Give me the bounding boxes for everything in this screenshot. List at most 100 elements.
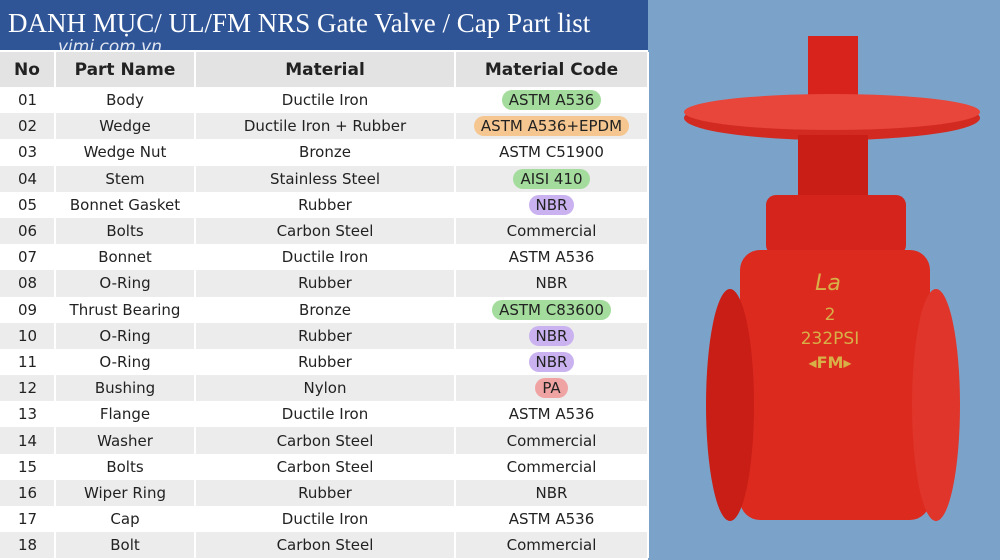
cell: 04 <box>0 165 56 192</box>
code-highlight: NBR <box>528 351 575 372</box>
cell: PA <box>455 375 649 402</box>
table-row: 08 O-Ring Rubber NBR <box>0 270 649 297</box>
header-row: No Part Name Material Material Code <box>0 52 649 87</box>
cell: 11 <box>0 348 56 376</box>
cell: Stem <box>55 165 196 192</box>
column-header: Part Name <box>55 52 196 87</box>
cell: Wiper Ring <box>55 479 196 506</box>
code-highlight: PA <box>535 378 568 399</box>
cell: Thrust Bearing <box>55 296 196 323</box>
cell: 03 <box>0 139 56 166</box>
cell: 05 <box>0 191 56 218</box>
title: DANH MỤC/ UL/FM NRS Gate Valve / Cap Par… <box>0 0 648 50</box>
cell: Rubber <box>195 322 456 349</box>
cell: NBR <box>455 348 649 376</box>
table-row: 11 O-Ring Rubber NBR <box>0 348 649 376</box>
cell: Rubber <box>195 270 456 297</box>
table-row: 17 Cap Ductile Iron ASTM A536 <box>0 506 649 533</box>
table-row: 10 O-Ring Rubber NBR <box>0 322 649 349</box>
right-flange <box>912 289 960 521</box>
cell: Carbon Steel <box>195 453 456 480</box>
cell: Ductile Iron <box>195 244 456 271</box>
valve-fm: ◂FM▸ <box>809 353 852 372</box>
cell: 08 <box>0 270 56 297</box>
parts-table: No Part Name Material Material Code 01 Body D… <box>0 52 649 559</box>
yoke <box>798 135 868 205</box>
table-row: 16 Wiper Ring Rubber NBR <box>0 479 649 506</box>
cell: Wedge Nut <box>55 139 196 166</box>
cell: ASTM A536 <box>455 87 649 114</box>
table-row: 04 Stem Stainless Steel AISI 410 <box>0 165 649 192</box>
cell: NBR <box>455 322 649 349</box>
code-highlight: ASTM C83600 <box>492 299 611 320</box>
cell: 02 <box>0 113 56 140</box>
table-row: 06 Bolts Carbon Steel Commercial <box>0 217 649 245</box>
cell: Cap <box>55 506 196 533</box>
table-row: 13 Flange Ductile Iron ASTM A536 <box>0 401 649 428</box>
bonnet <box>766 195 906 255</box>
table-row: 01 Body Ductile Iron ASTM A536 <box>0 87 649 114</box>
valve-logo: La <box>815 271 841 296</box>
cell: Bronze <box>195 296 456 323</box>
cell: Rubber <box>195 348 456 376</box>
cell: Bonnet <box>55 244 196 271</box>
cell: Bonnet Gasket <box>55 191 196 218</box>
cell: NBR <box>455 191 649 218</box>
cell: ASTM C83600 <box>455 296 649 323</box>
cell: Commercial <box>455 217 649 245</box>
valve-markings: La 2 232PSI ◂FM▸ <box>801 271 860 372</box>
cell: Bushing <box>55 375 196 402</box>
valve-pressure: 232PSI <box>801 329 860 349</box>
cell: Commercial <box>455 427 649 454</box>
cell: AISI 410 <box>455 165 649 192</box>
cell: O-Ring <box>55 322 196 349</box>
cell: Bolts <box>55 453 196 480</box>
cell: ASTM A536 <box>455 244 649 271</box>
cell: Body <box>55 87 196 114</box>
code-highlight: AISI 410 <box>513 168 590 189</box>
cell: Stainless Steel <box>195 165 456 192</box>
cell: Bolt <box>55 532 196 559</box>
code-highlight: NBR <box>528 325 575 346</box>
table-row: 05 Bonnet Gasket Rubber NBR <box>0 191 649 218</box>
cell: NBR <box>455 270 649 297</box>
table-row: 07 Bonnet Ductile Iron ASTM A536 <box>0 244 649 271</box>
valve-cap <box>808 36 858 98</box>
table-row: 18 Bolt Carbon Steel Commercial <box>0 532 649 559</box>
cell: 17 <box>0 506 56 533</box>
valve-image: La 2 232PSI ◂FM▸ <box>684 36 980 521</box>
table-body: 01 Body Ductile Iron ASTM A536 02 Wedge Ductil… <box>0 87 649 559</box>
cell: ASTM A536 <box>455 401 649 428</box>
cell: Carbon Steel <box>195 427 456 454</box>
cell: Carbon Steel <box>195 532 456 559</box>
cell: 10 <box>0 322 56 349</box>
cell: 06 <box>0 217 56 245</box>
handwheel-top <box>684 94 980 130</box>
cell: ASTM A536 <box>455 506 649 533</box>
cell: Carbon Steel <box>195 217 456 245</box>
cell: Flange <box>55 401 196 428</box>
cell: Ductile Iron + Rubber <box>195 113 456 140</box>
cell: Washer <box>55 427 196 454</box>
table-row: 12 Bushing Nylon PA <box>0 375 649 402</box>
cell: ASTM A536+EPDM <box>455 113 649 140</box>
cell: 18 <box>0 532 56 559</box>
cell: NBR <box>455 479 649 506</box>
cell: Nylon <box>195 375 456 402</box>
cell: Rubber <box>195 191 456 218</box>
cell: Rubber <box>195 479 456 506</box>
cell: 14 <box>0 427 56 454</box>
cell: 07 <box>0 244 56 271</box>
cell: 15 <box>0 453 56 480</box>
table-row: 15 Bolts Carbon Steel Commercial <box>0 453 649 480</box>
cell: O-Ring <box>55 348 196 376</box>
table-row: 03 Wedge Nut Bronze ASTM C51900 <box>0 139 649 166</box>
cell: Ductile Iron <box>195 506 456 533</box>
cell: Commercial <box>455 453 649 480</box>
valve-size: 2 <box>825 305 836 325</box>
cell: Bronze <box>195 139 456 166</box>
left-flange <box>706 289 754 521</box>
cell: Bolts <box>55 217 196 245</box>
cell: 16 <box>0 479 56 506</box>
body <box>740 250 930 520</box>
